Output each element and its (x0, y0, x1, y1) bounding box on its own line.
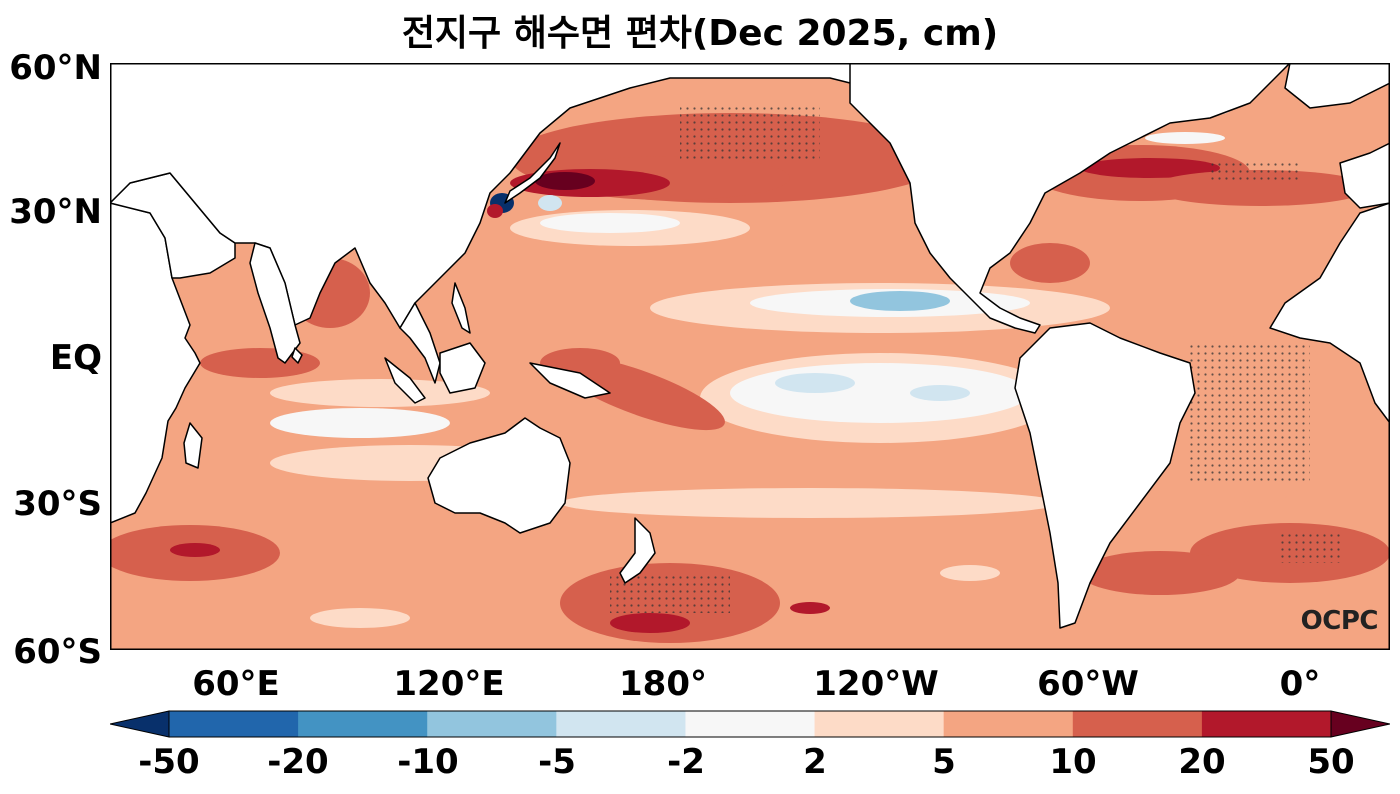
new-zealand (619, 517, 656, 584)
south-america (1014, 322, 1196, 629)
colorbar-segment (298, 711, 428, 737)
colorbar-outline (168, 710, 1332, 738)
philippines (451, 282, 471, 334)
lon-label-180: 180° (619, 664, 707, 704)
europe-west (1339, 142, 1390, 209)
lat-label-60n: 60°N (9, 48, 102, 88)
colorbar-tick-label: 2 (803, 742, 827, 782)
sea-level-anomaly-map (110, 63, 1390, 650)
lat-label-30s: 30°S (13, 484, 102, 524)
lon-label-120e: 120°E (393, 664, 505, 704)
africa-east (1269, 202, 1390, 424)
map-title: 전지구 해수면 편차(Dec 2025, cm) (401, 13, 999, 54)
sumatra (384, 357, 426, 404)
map-frame (110, 63, 1390, 650)
lat-label-eq: EQ (49, 338, 102, 378)
colorbar-segment (556, 711, 686, 737)
borneo (439, 342, 486, 394)
indochina (399, 302, 441, 384)
colorbar (109, 710, 1391, 738)
colorbar-tick-label: 50 (1307, 742, 1355, 782)
sri-lanka (291, 347, 303, 364)
colorbar-tick-label: -50 (138, 742, 200, 782)
colorbar-tick-label: -5 (538, 742, 576, 782)
colorbar-segment (943, 711, 1074, 737)
colorbar-extend-low (109, 710, 170, 738)
land-masses (110, 63, 1390, 629)
madagascar (183, 422, 203, 469)
north-america (849, 63, 1291, 334)
colorbar-segment (427, 711, 557, 737)
colorbar-tick-label: 20 (1178, 742, 1226, 782)
colorbar-segment (685, 711, 816, 737)
lon-label-60e: 60°E (192, 664, 280, 704)
new-guinea (529, 362, 611, 399)
greenland (1284, 63, 1390, 109)
colorbar-segment (1072, 711, 1203, 737)
significance-stippling (610, 103, 1340, 613)
colorbar-tick-label: -10 (397, 742, 459, 782)
lon-label-60w: 60°W (1037, 664, 1139, 704)
colorbar-tick-label: -20 (267, 742, 329, 782)
colorbar-segment (1201, 711, 1332, 737)
australia (427, 417, 571, 534)
colorbar-extend-high (1330, 710, 1391, 738)
colorbar-tick-label: -2 (667, 742, 705, 782)
colorbar-segment (169, 711, 299, 737)
colorbar-tick-label: 5 (932, 742, 956, 782)
japan (504, 142, 561, 204)
lon-label-120w: 120°W (813, 664, 939, 704)
lat-label-60s: 60°S (13, 632, 102, 672)
lat-label-30n: 30°N (9, 192, 102, 232)
colorbar-segment (814, 711, 945, 737)
india (249, 242, 301, 364)
ocpc-watermark: OCPC (1300, 606, 1379, 636)
lon-label-0: 0° (1279, 664, 1321, 704)
colorbar-tick-label: 10 (1049, 742, 1097, 782)
